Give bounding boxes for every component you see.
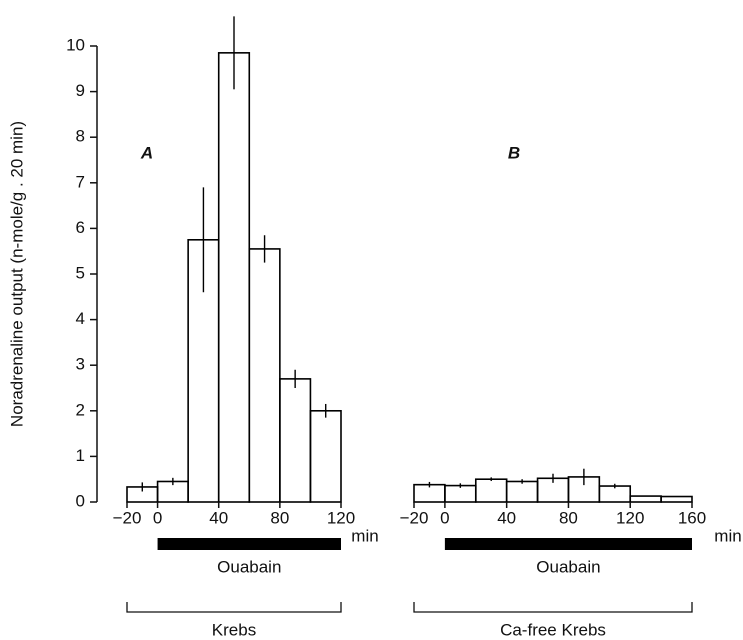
x-tick-label: 120 (616, 508, 644, 527)
bar (598, 485, 632, 503)
y-tick-label: 5 (76, 263, 85, 282)
treatment-bar (157, 538, 341, 550)
x-tick-label: 0 (440, 508, 449, 527)
medium-label: Krebs (212, 620, 256, 639)
y-tick-label: 3 (76, 355, 85, 374)
x-tick-label: −20 (400, 508, 429, 527)
medium-bracket (126, 602, 342, 613)
y-tick-label: 10 (66, 35, 85, 54)
panel-label: B (508, 143, 520, 162)
y-tick-label: 9 (76, 81, 85, 100)
medium-label: Ca-free Krebs (500, 620, 606, 639)
bar (660, 495, 693, 503)
panel-label: A (140, 143, 153, 162)
bar (629, 495, 662, 503)
x-tick-label: 80 (270, 508, 289, 527)
x-tick-label: 0 (153, 508, 162, 527)
treatment-label: Ouabain (217, 557, 281, 576)
medium-bracket (413, 602, 693, 613)
treatment-bar (444, 538, 692, 550)
y-tick-label: 2 (76, 400, 85, 419)
y-tick-label: 0 (76, 491, 85, 510)
y-tick-label: 8 (76, 127, 85, 146)
bar (217, 52, 251, 503)
x-tick-label: −20 (113, 508, 142, 527)
bar (444, 484, 477, 503)
x-tick-label: 80 (559, 508, 578, 527)
y-tick-label: 7 (76, 172, 85, 191)
bar (248, 248, 281, 503)
bar (505, 480, 539, 503)
y-tick-label: 4 (76, 309, 85, 328)
x-tick-label: 120 (327, 508, 355, 527)
x-axis-label: min (351, 526, 378, 545)
bar (474, 478, 508, 503)
y-axis-label: Noradrenaline output (n-mole/g . 20 min) (7, 121, 26, 427)
y-tick-label: 1 (76, 446, 85, 465)
x-tick-label: 40 (497, 508, 516, 527)
x-tick-label: 40 (209, 508, 228, 527)
x-tick-label: 160 (678, 508, 706, 527)
treatment-label: Ouabain (536, 557, 600, 576)
y-tick-label: 6 (76, 218, 85, 237)
x-axis-label: min (714, 526, 741, 545)
bar (309, 409, 342, 503)
bar (279, 378, 312, 503)
